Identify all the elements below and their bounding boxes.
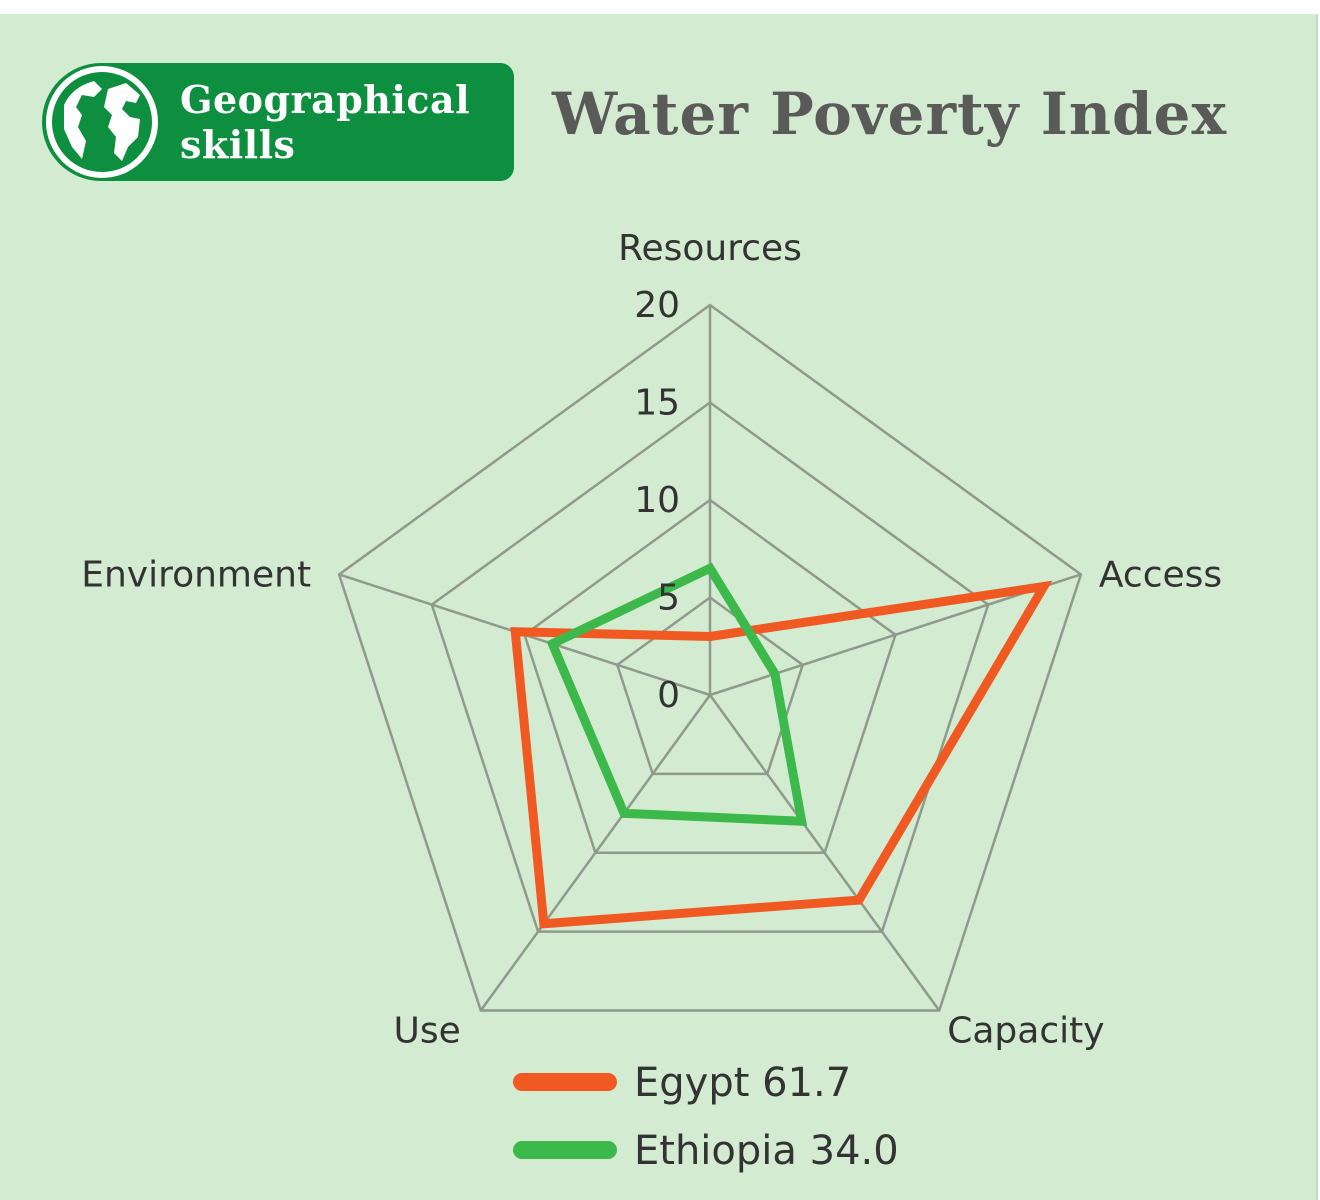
series-ethiopia-line [546,562,808,826]
axis-label-access: Access [1099,554,1222,595]
legend-label-egypt: Egypt 61.7 [634,1060,851,1106]
axis-label-environment: Environment [81,554,311,595]
series-ethiopia-point [550,641,555,646]
tick-label: 10 [634,480,680,521]
badge-title-line1: Geographical [180,77,471,122]
chart-legend: Egypt 61.7 Ethiopia 34.0 [513,1060,899,1174]
badge-title-line2: skills [180,122,296,167]
axis-spoke [479,694,712,1012]
tick-label: 20 [634,285,680,326]
radar-grid [337,303,1083,1012]
series-ethiopia-point [772,671,777,676]
tick-label: 15 [634,383,680,424]
radar-series [510,562,1053,929]
series-egypt-point [1041,584,1046,589]
radar-labels: 0 5 10 15 20 Resources Access Capacity Use Enviro… [81,228,1222,1052]
series-egypt-point [513,629,518,634]
chart-title: Water Poverty Index [552,80,1228,148]
geographical-skills-badge: Geographical skills [42,63,514,181]
axis-spoke [708,694,941,1012]
tick-label: 0 [657,675,680,716]
legend-label-ethiopia: Ethiopia 34.0 [634,1128,899,1174]
series-egypt-line [510,580,1053,929]
axis-label-resources: Resources [618,228,802,269]
series-egypt-point [541,921,546,926]
grid-ring [337,303,1083,1012]
series-ethiopia-point [708,566,712,571]
grid-ring [615,595,805,776]
globe-icon [46,66,158,178]
grid-ring [430,400,990,933]
tick-label: 5 [657,578,680,619]
series-egypt-point [857,898,862,903]
series-ethiopia-point [622,811,627,816]
chart-panel [0,14,1318,1200]
series-egypt-point [708,634,712,639]
series-ethiopia-point [799,819,804,824]
axis-label-use: Use [393,1011,460,1052]
axis-label-capacity: Capacity [947,1011,1104,1052]
